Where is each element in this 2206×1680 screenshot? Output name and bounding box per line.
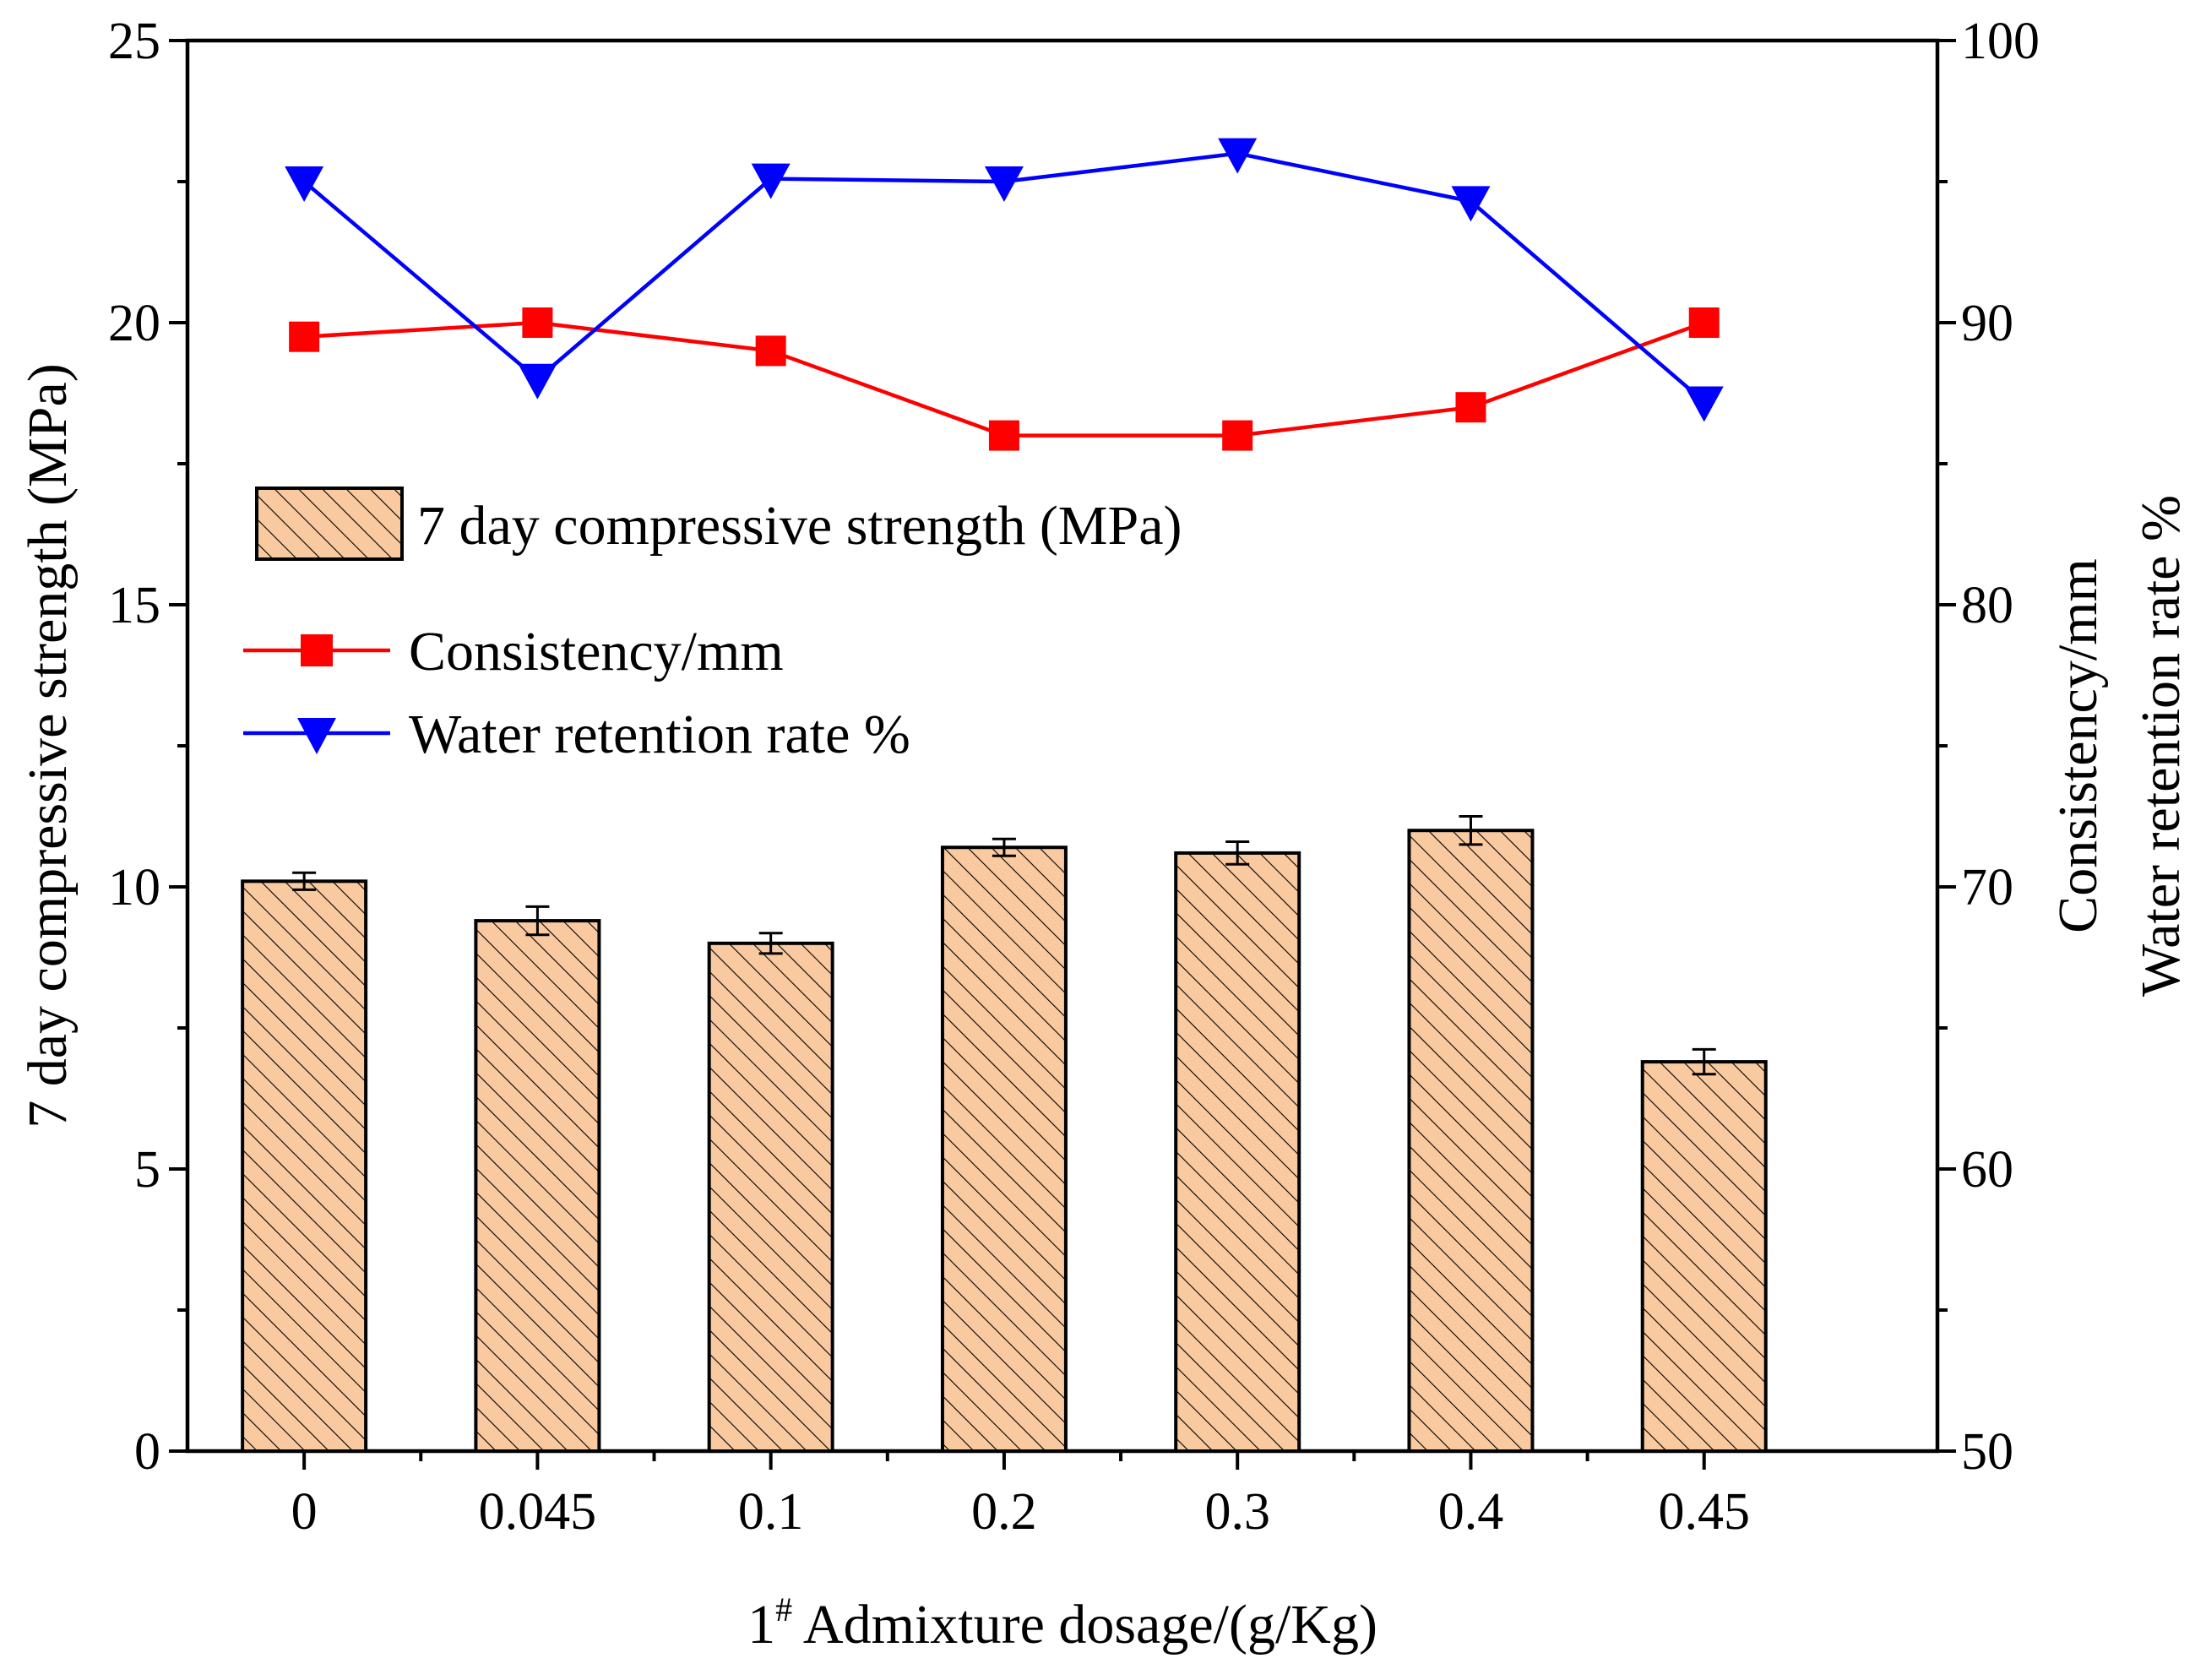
- y-right-tick-label-50: 50: [1961, 1423, 2013, 1481]
- x-tick-label-0.45: 0.45: [1658, 1483, 1750, 1541]
- consistency-point-0.4: [1455, 392, 1486, 423]
- legend-water-label: Water retention rate %: [409, 704, 910, 765]
- consistency-point-0.045: [522, 307, 553, 338]
- bar-0.4: [1407, 829, 1535, 1453]
- y-left-tick-label-25: 25: [108, 13, 160, 70]
- bar-0.45: [1640, 1060, 1768, 1453]
- water-retention-point-0.3: [1218, 138, 1258, 174]
- bar-0.2: [940, 845, 1068, 1453]
- x-tick-label-0.4: 0.4: [1438, 1483, 1504, 1541]
- consistency-point-0.1: [755, 335, 786, 367]
- bar-0.045: [474, 919, 601, 1453]
- tick-labels-layer: 0 0.045 0.1 0.2 0.3 0.4 0.45 0 5 10 15 20 25 50 60 70 80…: [108, 13, 2040, 1541]
- lines-layer: [285, 138, 1724, 451]
- x-tick-label-0.045: 0.045: [479, 1483, 597, 1541]
- y-axis-right-title-line1: Consistency/mm: [2047, 558, 2109, 933]
- x-tick-label-0.2: 0.2: [971, 1483, 1037, 1541]
- bar-0: [241, 879, 368, 1453]
- water-retention-point-0.45: [1684, 386, 1724, 422]
- error-bars-layer: [292, 815, 1716, 1076]
- legend-water-marker: [297, 718, 336, 754]
- legend-bar-swatch: [255, 487, 404, 561]
- consistency-point-0.3: [1222, 420, 1253, 451]
- y-right-tick-label-80: 80: [1961, 577, 2013, 634]
- water-retention-point-0.045: [518, 363, 557, 400]
- legend-consistency-marker: [301, 634, 333, 666]
- water-retention-point-0: [285, 166, 324, 202]
- y-right-tick-label-60: 60: [1961, 1141, 2013, 1199]
- consistency-point-0.2: [988, 420, 1019, 451]
- legend-item-consistency: Consistency/mm: [243, 621, 784, 682]
- water-retention-point-0.4: [1451, 186, 1491, 222]
- water-retention-point-0.2: [984, 166, 1024, 202]
- bar-0.3: [1174, 851, 1301, 1453]
- legend-item-water-retention: Water retention rate %: [243, 704, 910, 765]
- y-right-tick-label-90: 90: [1961, 295, 2013, 352]
- consistency-point-0.45: [1688, 307, 1720, 338]
- x-axis-title: 1# Admixture dosage/(g/Kg): [747, 1590, 1377, 1656]
- x-tick-label-0.3: 0.3: [1204, 1483, 1270, 1541]
- y-left-tick-label-15: 15: [108, 577, 160, 634]
- consistency-point-0: [289, 321, 320, 352]
- y-right-tick-label-100: 100: [1961, 13, 2040, 70]
- legend-bar-label: 7 day compressive strength (MPa): [417, 495, 1182, 557]
- legend-item-bars: 7 day compressive strength (MPa): [255, 487, 1182, 561]
- y-left-tick-label-20: 20: [108, 295, 160, 352]
- water-retention-point-0.1: [751, 163, 791, 199]
- x-axis-title-prefix: 1: [747, 1594, 775, 1656]
- legend-consistency-label: Consistency/mm: [409, 621, 784, 682]
- legend: 7 day compressive strength (MPa) Consist…: [243, 487, 1182, 765]
- series-line-consistency: [303, 320, 1705, 438]
- ticks-layer: [169, 39, 1956, 1470]
- y-left-tick-label-10: 10: [108, 859, 160, 916]
- y-left-tick-label-5: 5: [134, 1141, 160, 1199]
- bars-layer: [241, 829, 1768, 1454]
- y-right-tick-label-70: 70: [1961, 859, 2013, 916]
- y-left-tick-label-0: 0: [134, 1423, 160, 1481]
- x-axis-title-rest: Admixture dosage/(g/Kg): [792, 1594, 1377, 1656]
- y-axis-right-title-line2: Water retention rate %: [2130, 495, 2192, 997]
- x-tick-label-0.1: 0.1: [738, 1483, 804, 1541]
- bar-0.1: [707, 941, 834, 1454]
- y-axis-left-title: 7 day compressive strength (MPa): [17, 363, 79, 1128]
- x-tick-label-0: 0: [291, 1483, 318, 1541]
- x-axis-title-superscript: #: [775, 1590, 792, 1628]
